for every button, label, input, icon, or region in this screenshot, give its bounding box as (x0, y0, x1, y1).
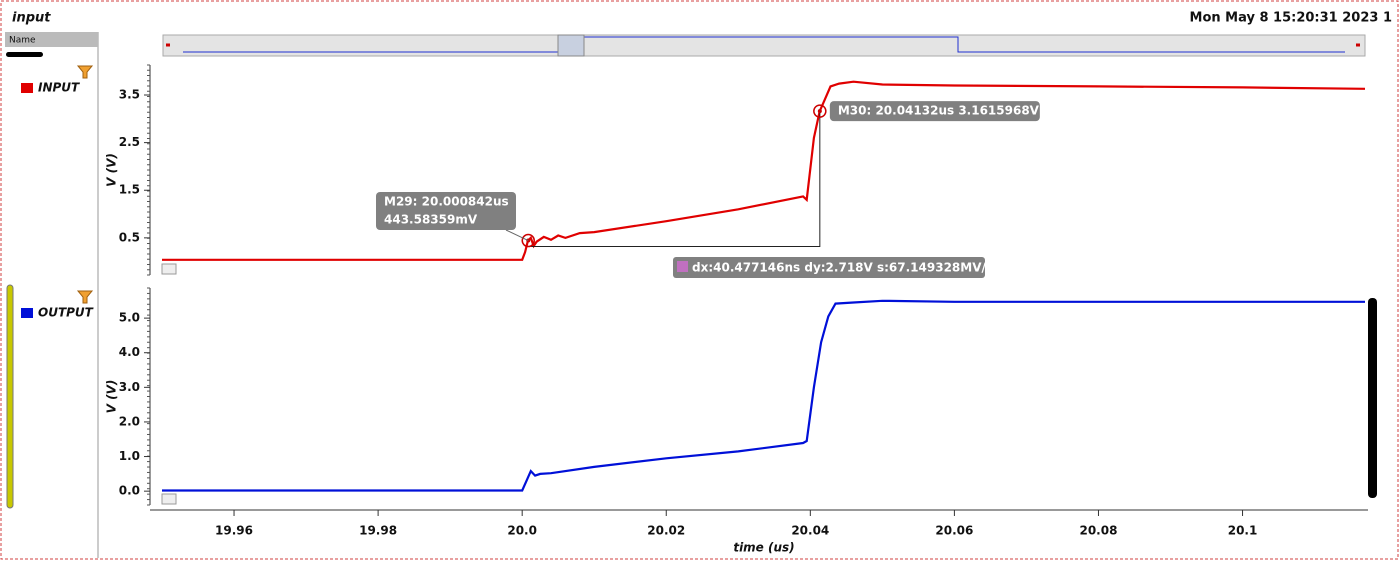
timestamp: Mon May 8 15:20:31 2023 1 (1190, 11, 1392, 26)
marker-dot (817, 109, 822, 114)
x-tick-label: 20.06 (935, 524, 973, 538)
x-tick-label: 20.0 (507, 524, 537, 538)
marker[interactable] (521, 233, 535, 248)
x-tick-label: 20.04 (791, 524, 829, 538)
filter-icon[interactable] (76, 290, 94, 304)
legend-label: INPUT (38, 81, 80, 95)
marker-label-box (376, 192, 516, 230)
y-tick-label: 3.5 (119, 88, 140, 102)
y-axis-label: V (V) (105, 380, 119, 414)
delta-icon (677, 261, 688, 272)
marker[interactable] (813, 104, 827, 118)
y-tick-label: 0.5 (119, 230, 140, 244)
expand-button[interactable] (161, 263, 177, 275)
x-tick-label: 20.1 (1228, 524, 1258, 538)
legend-swatch (21, 83, 33, 93)
waveform (162, 299, 1365, 492)
marker-label-box (829, 101, 1040, 122)
y-tick-label: 5.0 (119, 311, 140, 325)
x-tick-label: 19.98 (359, 524, 397, 538)
x-tick-label: 19.96 (215, 524, 253, 538)
marker-label: M30: 20.04132us 3.1615968V (838, 104, 1040, 118)
legend-swatch (21, 308, 33, 318)
name-bar (6, 52, 43, 57)
y-tick-label: 2.0 (119, 414, 140, 428)
group-bar (6, 284, 14, 509)
window-title: input (12, 11, 51, 26)
legend-label: OUTPUT (38, 306, 94, 320)
name-header[interactable] (5, 32, 98, 47)
y-axis-label: V (V) (105, 153, 119, 187)
scrollbar-preview (183, 36, 1345, 53)
y-tick-label: 1.0 (119, 449, 140, 463)
expand-button[interactable] (161, 493, 177, 505)
filter-icon[interactable] (76, 65, 94, 79)
y-tick-label: 2.5 (119, 135, 140, 149)
y-tick-label: 0.0 (119, 484, 140, 498)
delta-line (528, 111, 821, 248)
marker-label: 443.58359mV (384, 213, 478, 227)
delta-label-group: dx:40.477146ns dy:2.718V s:67.149328MV/s (673, 257, 993, 278)
scrollbar[interactable] (162, 34, 1366, 57)
name-header-label: Name (9, 36, 36, 46)
scroll-thumb[interactable] (557, 34, 585, 57)
marker-leader (505, 229, 529, 241)
y-tick-label: 3.0 (119, 380, 140, 394)
delta-label: dx:40.477146ns dy:2.718V s:67.149328MV/s (692, 261, 993, 275)
y-tick-label: 4.0 (119, 345, 140, 359)
x-tick-label: 20.08 (1079, 524, 1117, 538)
waveform (162, 80, 1366, 261)
x-tick-label: 20.02 (647, 524, 685, 538)
x-axis-label: time (us) (733, 541, 794, 555)
cursor-bar[interactable] (1368, 298, 1377, 498)
delta-label-box (673, 257, 985, 278)
marker-label: M29: 20.000842us (384, 195, 509, 209)
y-tick-label: 1.5 (119, 183, 140, 197)
